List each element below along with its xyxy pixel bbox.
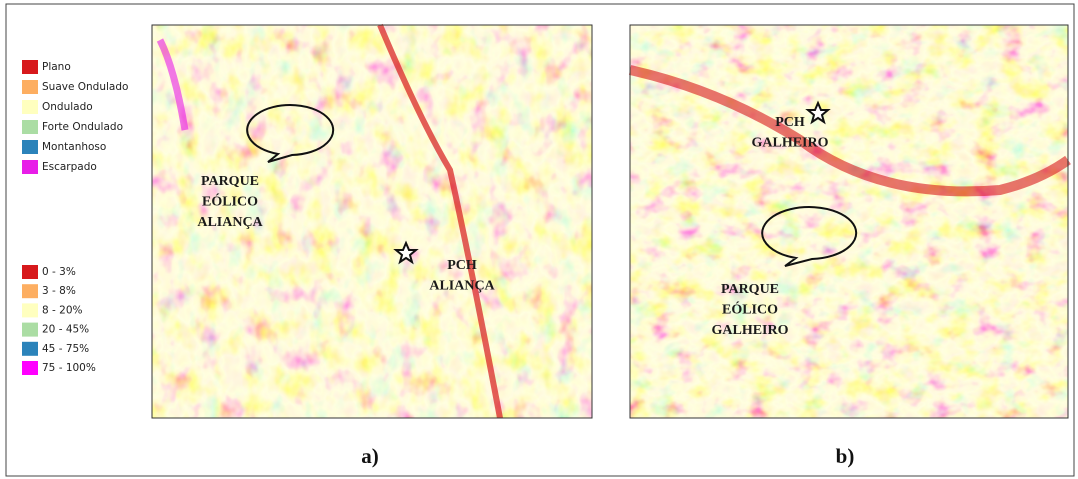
map-label: EÓLICO [202,193,258,210]
map-label: GALHEIRO [751,136,828,151]
legend-label: Escarpado [42,161,97,173]
map-label: GALHEIRO [711,323,788,338]
legend-label: 75 - 100% [42,362,96,374]
map-label: PCH [447,258,477,273]
caption: a) [361,444,379,468]
legend-label: Suave Ondulado [42,81,128,93]
legend-label: 3 - 8% [42,285,76,297]
legend-swatch [22,80,38,94]
legend-swatch [22,323,38,337]
legend-swatch [22,140,38,154]
legend-label: 45 - 75% [42,343,89,355]
legend-label: 8 - 20% [42,304,83,316]
map-label: PARQUE [201,174,259,189]
legend-swatch [22,342,38,356]
legend-swatch [22,60,38,74]
legend-swatch [22,120,38,134]
legend-swatch [22,361,38,375]
figure: Plano Suave Ondulado Ondulado Forte Ondulad… [0,0,1078,479]
caption: b) [836,444,855,468]
legend-label: Plano [42,61,71,73]
legend-swatch [22,100,38,114]
legend-label: Ondulado [42,101,93,113]
map-label: ALIANÇA [429,279,495,294]
legend-swatch [22,265,38,279]
legend-label: Montanhoso [42,141,106,153]
legend-swatch [22,303,38,317]
map-b [630,25,1068,418]
map-label: PCH [775,115,805,130]
map-label: ALIANÇA [197,215,263,230]
legend-swatch [22,160,38,174]
legend-label: 20 - 45% [42,324,89,336]
legend-label: 0 - 3% [42,266,76,278]
map-label: PARQUE [721,282,779,297]
legend-label: Forte Ondulado [42,121,123,133]
legend-swatch [22,284,38,298]
map-label: EÓLICO [722,301,778,318]
